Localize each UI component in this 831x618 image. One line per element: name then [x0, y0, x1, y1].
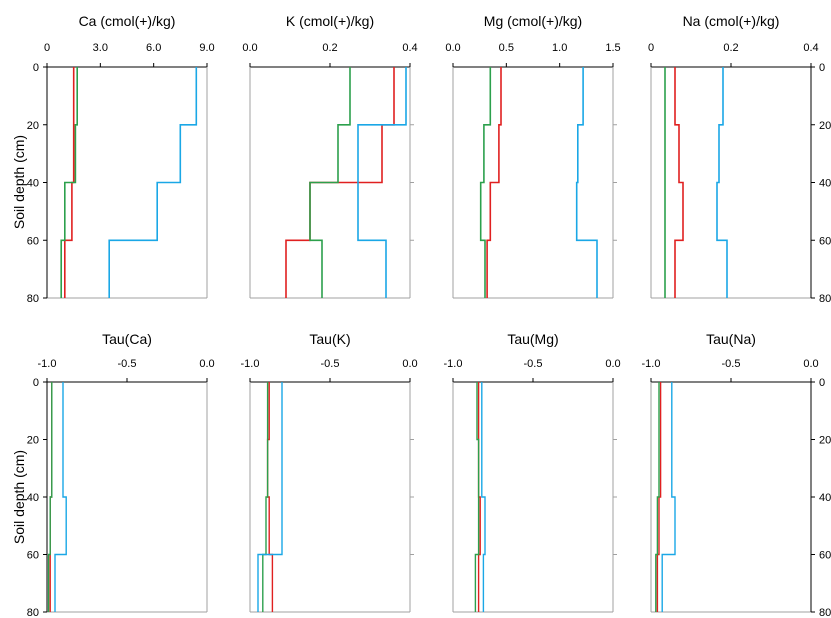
series-line-2 [655, 382, 660, 612]
series-line-1 [266, 382, 274, 612]
x-tick-label: 0.0 [242, 42, 257, 54]
series-line-3 [575, 67, 598, 298]
panel-7: Tau(Mg) -1.0 -0.5 0.0 [444, 331, 621, 613]
panel-title: Tau(Mg) [507, 331, 558, 347]
panel-2: K (cmol(+)/kg) 0.0 0.2 0.4 [242, 13, 418, 299]
x-tick-label: 0.0 [199, 358, 214, 370]
panel-1: Ca (cmol(+)/kg) 0 3.0 6.0 9.0 0 20 40 60 80 [27, 13, 215, 305]
series-line-2 [309, 67, 351, 298]
x-tick-label: -1.0 [241, 358, 260, 370]
x-tick-label: -0.5 [722, 358, 741, 370]
x-tick-label: 0.4 [402, 42, 417, 54]
y-tick-label: 40 [819, 492, 831, 504]
series-line-1 [285, 67, 395, 298]
y-axis-label-bottom: Soil depth (cm) [11, 450, 27, 544]
series-line-2 [47, 382, 53, 612]
y-tick-label: 20 [819, 435, 831, 447]
x-tick-label: 0.0 [803, 358, 818, 370]
x-tick-label: 1.5 [605, 42, 620, 54]
y-tick-label: 40 [27, 492, 39, 504]
x-tick-label: 6.0 [146, 42, 161, 54]
x-tick-label: 1.0 [552, 42, 567, 54]
y-tick-label: 0 [33, 62, 39, 74]
y-tick-label: 60 [819, 235, 831, 247]
x-tick-label: -1.0 [38, 358, 57, 370]
x-tick-label: 0.2 [322, 42, 337, 54]
x-tick-label: 0.5 [499, 42, 514, 54]
y-tick-label: 80 [819, 293, 831, 305]
y-tick-label: 40 [819, 178, 831, 190]
panel-grid: Ca (cmol(+)/kg) 0 3.0 6.0 9.0 0 20 40 60 80 K (cmo… [27, 13, 831, 618]
series-line-1 [674, 67, 684, 298]
y-tick-label: 60 [27, 235, 39, 247]
series-line-2 [262, 382, 269, 612]
x-tick-label: 0.0 [605, 358, 620, 370]
panel-title: K (cmol(+)/kg) [286, 13, 374, 29]
series-line-2 [474, 382, 480, 612]
panel-title: Ca (cmol(+)/kg) [79, 13, 176, 29]
y-tick-label: 40 [27, 178, 39, 190]
series-line-3 [108, 67, 198, 298]
panel-title: Tau(K) [309, 331, 350, 347]
series-line-2 [60, 67, 78, 298]
series-line-3 [481, 382, 486, 612]
y-tick-label: 20 [819, 120, 831, 132]
panel-5: Tau(Ca) -1.0 -0.5 0.0 0 20 40 60 80 [27, 331, 215, 618]
series-line-3 [357, 67, 407, 298]
panel-8: Tau(Na) -1.0 -0.5 0.00 20 40 60 80 [642, 331, 831, 618]
x-tick-label: -0.5 [524, 358, 543, 370]
x-tick-label: 9.0 [199, 42, 214, 54]
y-tick-label: 0 [819, 377, 825, 389]
x-tick-label: 0 [648, 42, 654, 54]
x-tick-label: -1.0 [444, 358, 463, 370]
series-line-3 [661, 382, 676, 612]
y-tick-label: 60 [819, 550, 831, 562]
y-tick-label: 80 [819, 607, 831, 618]
x-tick-label: 3.0 [93, 42, 108, 54]
panel-6: Tau(K) -1.0 -0.5 0.0 [241, 331, 418, 613]
panel-title: Mg (cmol(+)/kg) [484, 13, 582, 29]
x-tick-label: 0.0 [445, 42, 460, 54]
y-tick-label: 60 [27, 550, 39, 562]
x-tick-label: 0 [44, 42, 50, 54]
series-line-1 [486, 67, 502, 298]
series-line-3 [54, 382, 67, 612]
x-tick-label: 0.2 [723, 42, 738, 54]
series-line-3 [716, 67, 728, 298]
x-tick-label: 0.4 [803, 42, 818, 54]
y-axis-label-top: Soil depth (cm) [11, 135, 27, 229]
series-line-2 [479, 67, 492, 298]
panel-title: Tau(Na) [706, 331, 756, 347]
panel-title: Tau(Ca) [102, 331, 152, 347]
x-tick-label: -1.0 [642, 358, 661, 370]
panel-3: Mg (cmol(+)/kg) 0.0 0.5 1.0 1.5 [445, 13, 621, 299]
x-tick-label: 0.0 [402, 358, 417, 370]
y-tick-label: 20 [27, 435, 39, 447]
y-tick-label: 20 [27, 120, 39, 132]
panel-title: Na (cmol(+)/kg) [683, 13, 780, 29]
y-tick-label: 80 [27, 293, 39, 305]
y-tick-label: 80 [27, 607, 39, 618]
y-tick-label: 0 [33, 377, 39, 389]
x-tick-label: -0.5 [321, 358, 340, 370]
y-tick-label: 0 [819, 62, 825, 74]
series-line-3 [257, 382, 283, 612]
x-tick-label: -0.5 [118, 358, 137, 370]
